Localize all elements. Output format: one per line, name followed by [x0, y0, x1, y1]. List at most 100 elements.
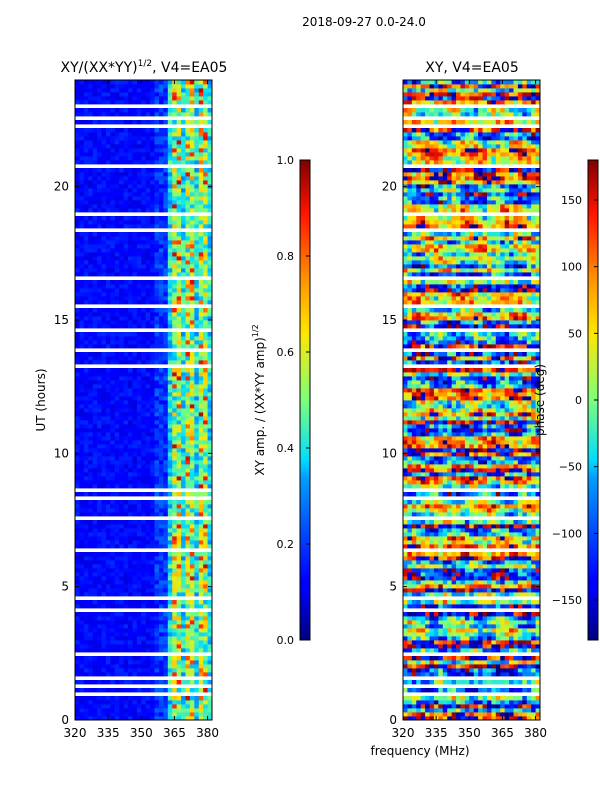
- amplitude-cell: [132, 188, 138, 193]
- amplitude-cell: [203, 456, 208, 461]
- phase-cell: [478, 704, 483, 709]
- amplitude-cell: [79, 504, 85, 509]
- amplitude-cell: [158, 408, 164, 413]
- amplitude-cell: [167, 712, 173, 717]
- amplitude-cell: [172, 232, 178, 237]
- amplitude-cell: [163, 468, 169, 473]
- amplitude-cell: [75, 280, 80, 285]
- amplitude-cell: [194, 296, 200, 301]
- amplitude-cell: [181, 396, 186, 401]
- amplitude-cell: [163, 412, 169, 417]
- amplitude-cell: [145, 184, 151, 189]
- amplitude-cell: [172, 472, 178, 477]
- phase-cell: [425, 664, 430, 669]
- amplitude-cell: [198, 356, 204, 361]
- amplitude-cell: [176, 260, 182, 265]
- amplitude-cell: [176, 600, 182, 605]
- amplitude-cell: [198, 668, 204, 673]
- amplitude-cell: [105, 316, 111, 321]
- amplitude-cell: [123, 584, 129, 589]
- amplitude-cell: [110, 128, 116, 133]
- amplitude-cell: [110, 96, 116, 101]
- amplitude-cell: [176, 172, 182, 177]
- amplitude-cell: [123, 260, 129, 265]
- amplitude-cell: [132, 472, 138, 477]
- phase-cell: [473, 688, 479, 693]
- amplitude-cell: [123, 84, 129, 89]
- phase-cell: [526, 708, 532, 713]
- amplitude-cell: [203, 236, 208, 241]
- amplitude-cell: [181, 656, 186, 661]
- amplitude-cell: [92, 280, 98, 285]
- amplitude-cell: [198, 564, 204, 569]
- amplitude-cell: [181, 380, 186, 385]
- amplitude-cell: [172, 604, 178, 609]
- amplitude-cell: [75, 672, 80, 677]
- amplitude-cell: [203, 84, 208, 89]
- amplitude-cell: [92, 560, 98, 565]
- amplitude-cell: [158, 148, 164, 153]
- phase-cell: [464, 628, 470, 633]
- amplitude-cell: [88, 80, 94, 85]
- amplitude-cell: [145, 680, 151, 685]
- amplitude-cell: [176, 708, 182, 713]
- amplitude-cell: [123, 716, 129, 720]
- amplitude-cell: [132, 688, 138, 693]
- amplitude-cell: [97, 452, 102, 457]
- phase-cell: [531, 688, 536, 693]
- amplitude-cell: [167, 136, 173, 141]
- phase-cell: [429, 700, 435, 705]
- amplitude-cell: [75, 592, 80, 597]
- amplitude-cell: [172, 280, 178, 285]
- amplitude-cell: [198, 716, 204, 720]
- phase-cell: [491, 624, 497, 629]
- amplitude-cell: [79, 172, 85, 177]
- amplitude-cell: [150, 92, 155, 97]
- amplitude-cell: [97, 592, 102, 597]
- amplitude-cell: [83, 320, 89, 325]
- amplitude-cell: [128, 716, 133, 720]
- phase-cell: [504, 696, 510, 701]
- amplitude-cell: [194, 580, 200, 585]
- amplitude-cell: [158, 136, 164, 141]
- amplitude-cell: [92, 452, 98, 457]
- phase-cell: [420, 716, 426, 720]
- amplitude-cell: [97, 616, 102, 621]
- amplitude-cell: [101, 612, 107, 617]
- phase-cell: [403, 628, 408, 633]
- amplitude-cell: [97, 264, 102, 269]
- phase-cell: [482, 668, 488, 673]
- amplitude-cell: [150, 380, 155, 385]
- amplitude-cell: [114, 392, 120, 397]
- amplitude-cell: [189, 664, 195, 669]
- amplitude-cell: [132, 556, 138, 561]
- amplitude-cell: [101, 340, 107, 345]
- amplitude-cell: [105, 144, 111, 149]
- amplitude-cell: [167, 536, 173, 541]
- phase-cell: [478, 668, 483, 673]
- amplitude-cell: [75, 336, 80, 341]
- amplitude-cell: [79, 452, 85, 457]
- amplitude-cell: [181, 272, 186, 277]
- amplitude-cell: [185, 512, 191, 517]
- amplitude-cell: [88, 620, 94, 625]
- amplitude-cell: [181, 200, 186, 205]
- amplitude-cell: [132, 508, 138, 513]
- amplitude-cell: [207, 280, 212, 285]
- amplitude-cell: [176, 92, 182, 97]
- amplitude-cell: [110, 192, 116, 197]
- amplitude-cell: [176, 508, 182, 513]
- amplitude-cell: [203, 600, 208, 605]
- amplitude-cell: [119, 396, 125, 401]
- amplitude-cell: [136, 428, 142, 433]
- amplitude-cell: [79, 376, 85, 381]
- amplitude-cell: [172, 272, 178, 277]
- amplitude-cell: [163, 704, 169, 709]
- amplitude-cell: [141, 424, 147, 429]
- amplitude-cell: [92, 316, 98, 321]
- phase-cell: [456, 628, 461, 633]
- amplitude-cell: [114, 480, 120, 485]
- amplitude-cell: [181, 672, 186, 677]
- amplitude-cell: [123, 580, 129, 585]
- amplitude-cell: [154, 84, 160, 89]
